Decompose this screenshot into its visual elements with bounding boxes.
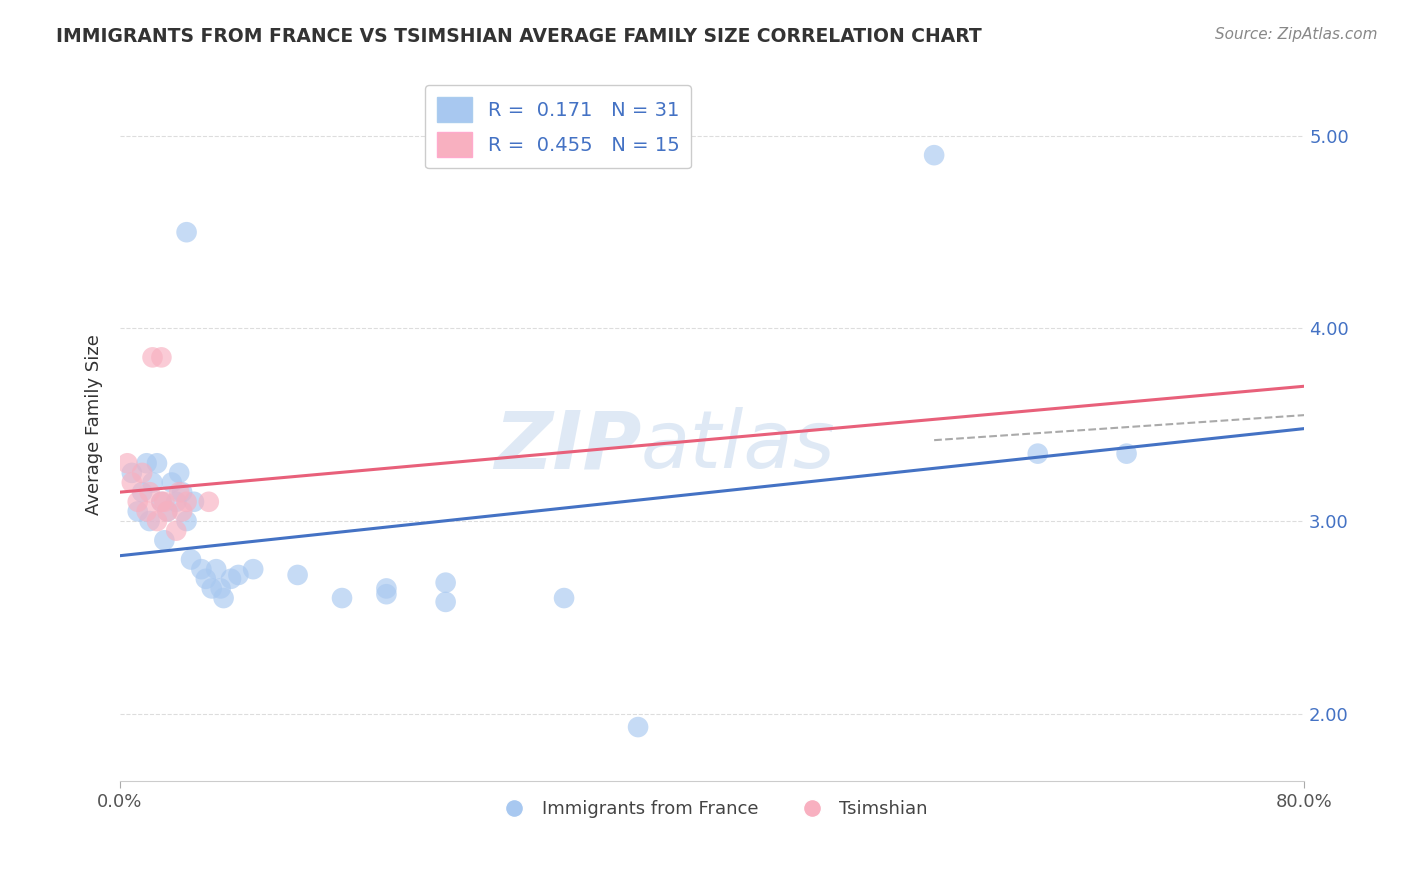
Point	[131, 466, 153, 480]
Point	[156, 504, 179, 518]
Point	[150, 495, 173, 509]
Point	[127, 495, 149, 509]
Point	[146, 456, 169, 470]
Text: Source: ZipAtlas.com: Source: ZipAtlas.com	[1215, 27, 1378, 42]
Point	[375, 582, 398, 596]
Point	[242, 562, 264, 576]
Point	[228, 568, 250, 582]
Point	[141, 351, 163, 365]
Point	[176, 225, 198, 239]
Point	[209, 582, 232, 596]
Point	[627, 720, 650, 734]
Point	[1115, 447, 1137, 461]
Point	[434, 595, 457, 609]
Point	[160, 475, 183, 490]
Point	[117, 456, 139, 470]
Point	[121, 475, 143, 490]
Point	[183, 495, 205, 509]
Point	[138, 485, 160, 500]
Point	[330, 591, 353, 605]
Point	[922, 148, 945, 162]
Point	[176, 514, 198, 528]
Point	[197, 495, 219, 509]
Point	[212, 591, 235, 605]
Point	[167, 466, 190, 480]
Text: atlas: atlas	[641, 407, 835, 485]
Point	[167, 485, 190, 500]
Point	[375, 587, 398, 601]
Point	[131, 485, 153, 500]
Point	[165, 524, 187, 538]
Legend: Immigrants from France, Tsimshian: Immigrants from France, Tsimshian	[489, 793, 935, 825]
Point	[141, 475, 163, 490]
Point	[219, 572, 242, 586]
Point	[153, 495, 176, 509]
Point	[121, 466, 143, 480]
Point	[127, 504, 149, 518]
Y-axis label: Average Family Size: Average Family Size	[86, 334, 103, 516]
Point	[1026, 447, 1049, 461]
Point	[138, 514, 160, 528]
Point	[153, 533, 176, 548]
Point	[146, 514, 169, 528]
Point	[135, 504, 157, 518]
Point	[156, 504, 179, 518]
Point	[434, 575, 457, 590]
Point	[194, 572, 217, 586]
Point	[553, 591, 575, 605]
Text: IMMIGRANTS FROM FRANCE VS TSIMSHIAN AVERAGE FAMILY SIZE CORRELATION CHART: IMMIGRANTS FROM FRANCE VS TSIMSHIAN AVER…	[56, 27, 981, 45]
Point	[165, 495, 187, 509]
Point	[150, 495, 173, 509]
Point	[172, 485, 194, 500]
Text: ZIP: ZIP	[494, 407, 641, 485]
Point	[176, 495, 198, 509]
Point	[205, 562, 228, 576]
Point	[150, 351, 173, 365]
Point	[190, 562, 212, 576]
Point	[287, 568, 309, 582]
Point	[180, 552, 202, 566]
Point	[135, 456, 157, 470]
Point	[172, 504, 194, 518]
Point	[201, 582, 224, 596]
